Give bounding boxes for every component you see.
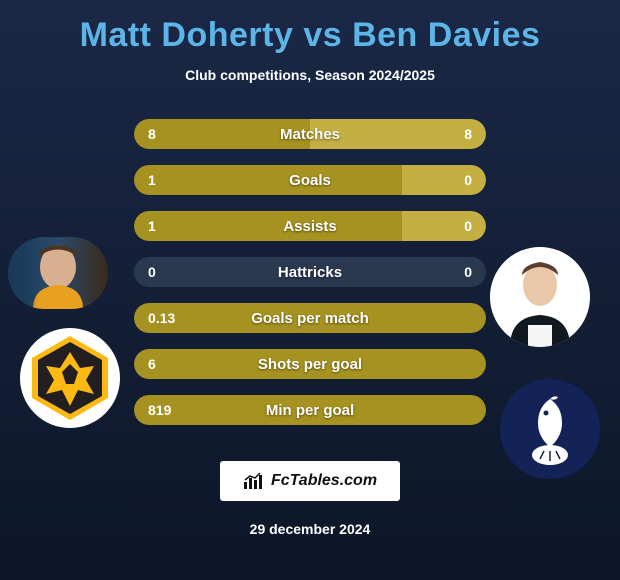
- stat-label: Min per goal: [134, 402, 486, 419]
- player-right-avatar: [490, 247, 590, 347]
- stat-right-value: 8: [464, 126, 472, 142]
- stat-right-value: 0: [464, 218, 472, 234]
- stat-row: 6Shots per goal: [134, 349, 486, 379]
- club-left-logo: [20, 328, 120, 428]
- stat-right-value: 0: [464, 264, 472, 280]
- brand-text: FcTables.com: [271, 472, 377, 490]
- stats-container: 8Matches81Goals01Assists00Hattricks00.13…: [0, 119, 620, 441]
- stat-label: Goals per match: [134, 310, 486, 327]
- chart-icon: [243, 472, 265, 490]
- player-avatar-icon: [490, 247, 590, 347]
- player-left-avatar: [8, 237, 108, 309]
- stat-row: 1Goals0: [134, 165, 486, 195]
- club-right-logo: [500, 379, 600, 479]
- stat-row: 1Assists0: [134, 211, 486, 241]
- stat-label: Shots per goal: [134, 356, 486, 373]
- stat-label: Matches: [134, 126, 486, 143]
- brand-logo[interactable]: FcTables.com: [220, 461, 400, 501]
- stat-row: 819Min per goal: [134, 395, 486, 425]
- comparison-date: 29 december 2024: [250, 521, 371, 537]
- stat-label: Goals: [134, 172, 486, 189]
- spurs-logo-icon: [500, 379, 600, 479]
- stat-label: Assists: [134, 218, 486, 235]
- comparison-title: Matt Doherty vs Ben Davies: [80, 16, 541, 55]
- stat-row: 8Matches8: [134, 119, 486, 149]
- stat-right-value: 0: [464, 172, 472, 188]
- stat-label: Hattricks: [134, 264, 486, 281]
- stat-row: 0Hattricks0: [134, 257, 486, 287]
- stat-row: 0.13Goals per match: [134, 303, 486, 333]
- comparison-subtitle: Club competitions, Season 2024/2025: [185, 67, 435, 83]
- player-avatar-icon: [8, 237, 108, 309]
- wolves-logo-icon: [20, 328, 120, 428]
